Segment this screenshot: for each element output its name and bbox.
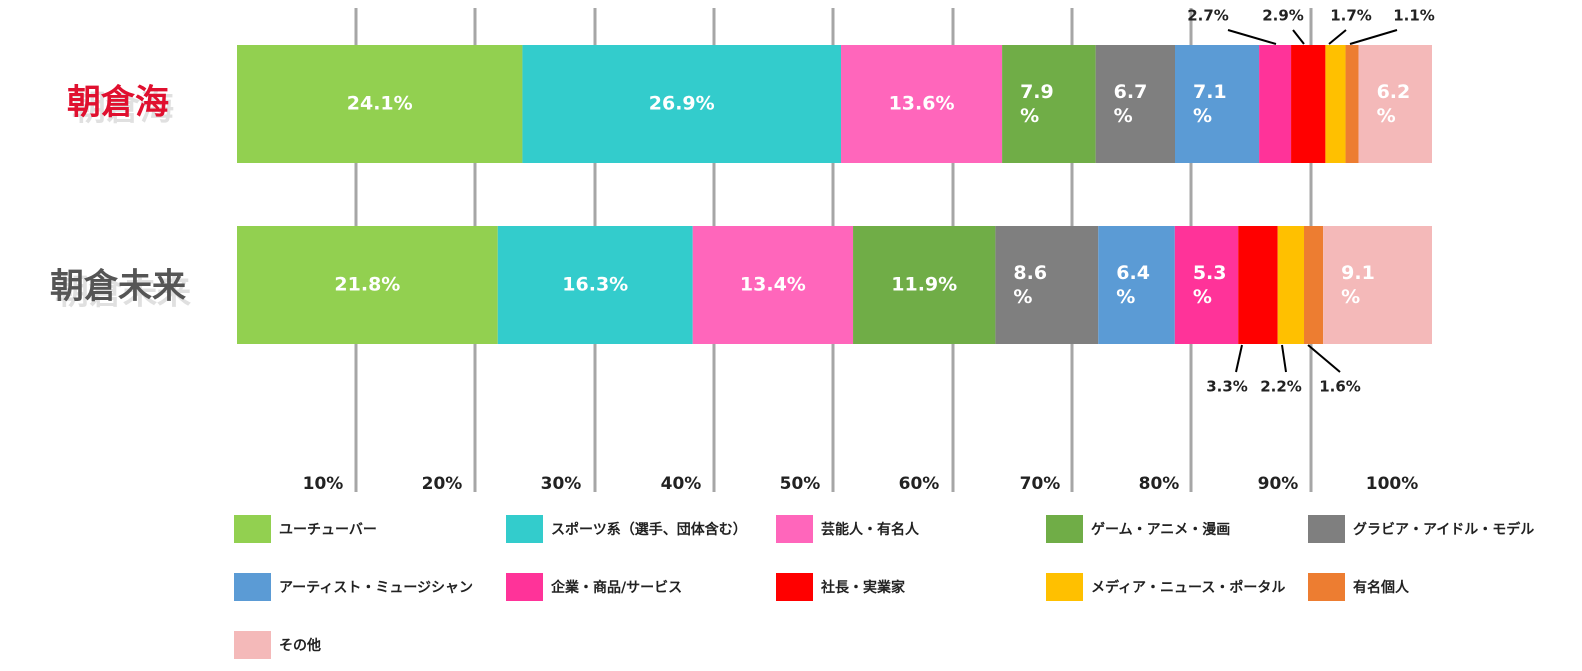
bar-segment [237, 45, 523, 163]
data-label: 5.3% [1193, 262, 1227, 308]
legend-label: メディア・ニュース・ポータル [1091, 580, 1286, 596]
leader-line [1235, 344, 1243, 373]
bar-segment [692, 226, 854, 344]
leader-line [1328, 29, 1347, 45]
data-label: 13.6% [889, 93, 955, 115]
data-label: 24.1% [347, 93, 413, 115]
x-tick-label: 90% [1258, 474, 1299, 494]
bar-segment [1095, 45, 1175, 163]
data-label: 7.1% [1193, 81, 1227, 127]
x-tick-label: 80% [1139, 474, 1180, 494]
data-label: 2.9% [1262, 7, 1304, 25]
x-tick-label: 100% [1366, 474, 1419, 494]
data-label: 26.9% [649, 93, 715, 115]
row-label-shadow: 朝倉未来 [55, 273, 191, 313]
bar-segment [1002, 45, 1096, 163]
bar-segment [1174, 226, 1239, 344]
legend-item: ゲーム・アニメ・漫画 [1046, 514, 1230, 544]
bar-segment [1098, 226, 1175, 344]
legend-swatch [1046, 515, 1083, 543]
legend-label: ユーチューバー [279, 522, 377, 538]
legend-item: 有名個人 [1308, 572, 1409, 602]
leader-line [1281, 344, 1287, 373]
legend-item: グラビア・アイドル・モデル [1308, 514, 1534, 544]
data-label: 16.3% [562, 274, 628, 296]
data-label: 6.4% [1116, 262, 1150, 308]
bar-segment [853, 226, 996, 344]
legend-item: スポーツ系（選手、団体含む） [506, 514, 747, 544]
legend-swatch [1308, 573, 1345, 601]
legend-swatch [506, 573, 543, 601]
legend-label: 企業・商品/サービス [551, 580, 683, 596]
bar-segment [995, 226, 1099, 344]
data-label: 13.4% [740, 274, 806, 296]
leader-line [1349, 29, 1398, 45]
bar-segment [841, 45, 1003, 163]
x-tick-label: 70% [1020, 474, 1061, 494]
legend-swatch [234, 631, 271, 659]
bar-segment [1345, 45, 1359, 163]
bar-segment [1325, 45, 1346, 163]
data-label: 8.6% [1013, 262, 1047, 308]
leader-line [1227, 29, 1277, 45]
legend-item: メディア・ニュース・ポータル [1046, 572, 1285, 602]
data-label: 9.1% [1341, 262, 1375, 308]
data-label: 6.2% [1377, 81, 1411, 127]
data-label: 6.7% [1114, 81, 1148, 127]
legend-label: 芸能人・有名人 [821, 522, 919, 538]
legend-label: アーティスト・ミュージシャン [279, 580, 474, 596]
bar-segment [497, 226, 693, 344]
bar-segment [1277, 226, 1305, 344]
bar-segment [1358, 45, 1432, 163]
row-label-1: 朝倉海 [67, 83, 169, 123]
x-tick-label: 10% [303, 474, 344, 494]
legend-item: アーティスト・ミュージシャン [234, 572, 473, 602]
leader-line [1292, 29, 1305, 45]
leader-line [1307, 344, 1341, 373]
x-tick-label: 50% [780, 474, 821, 494]
legend-label: グラビア・アイドル・モデル [1353, 522, 1535, 538]
data-label: 11.9% [891, 274, 957, 296]
data-label: 2.2% [1260, 378, 1302, 396]
data-label: 2.7% [1187, 7, 1229, 25]
legend-swatch [506, 515, 543, 543]
legend-label: ゲーム・アニメ・漫画 [1091, 522, 1231, 538]
data-label: 21.8% [334, 274, 400, 296]
legend-swatch [234, 515, 271, 543]
legend-swatch [1308, 515, 1345, 543]
bar-segment [522, 45, 842, 163]
legend-label: 社長・実業家 [821, 580, 905, 596]
data-label: 3.3% [1206, 378, 1248, 396]
x-tick-label: 60% [899, 474, 940, 494]
bar-segment [1323, 226, 1432, 344]
bar-segment [1238, 226, 1278, 344]
x-tick-label: 20% [422, 474, 463, 494]
data-label: 1.1% [1393, 7, 1435, 25]
bar-segment [1174, 45, 1260, 163]
legend-item: 企業・商品/サービス [506, 572, 682, 602]
legend-label: その他 [279, 638, 321, 654]
bar-segment [1259, 45, 1292, 163]
bar-segment [1304, 226, 1324, 344]
legend-item: 芸能人・有名人 [776, 514, 919, 544]
legend-swatch [776, 573, 813, 601]
legend-item: ユーチューバー [234, 514, 377, 544]
legend-swatch [1046, 573, 1083, 601]
legend-item: その他 [234, 630, 321, 660]
legend-swatch [776, 515, 813, 543]
data-label: 7.9% [1020, 81, 1054, 127]
x-tick-label: 30% [541, 474, 582, 494]
legend-label: 有名個人 [1353, 580, 1409, 596]
row-label-shadow: 朝倉海 [72, 89, 174, 129]
legend-item: 社長・実業家 [776, 572, 905, 602]
data-label: 1.7% [1330, 7, 1372, 25]
bar-segment [237, 226, 498, 344]
bar-segment [1291, 45, 1326, 163]
data-label: 1.6% [1319, 378, 1361, 396]
legend-swatch [234, 573, 271, 601]
legend-label: スポーツ系（選手、団体含む） [551, 522, 747, 538]
row-label-2: 朝倉未来 [50, 267, 186, 307]
x-tick-label: 40% [661, 474, 702, 494]
